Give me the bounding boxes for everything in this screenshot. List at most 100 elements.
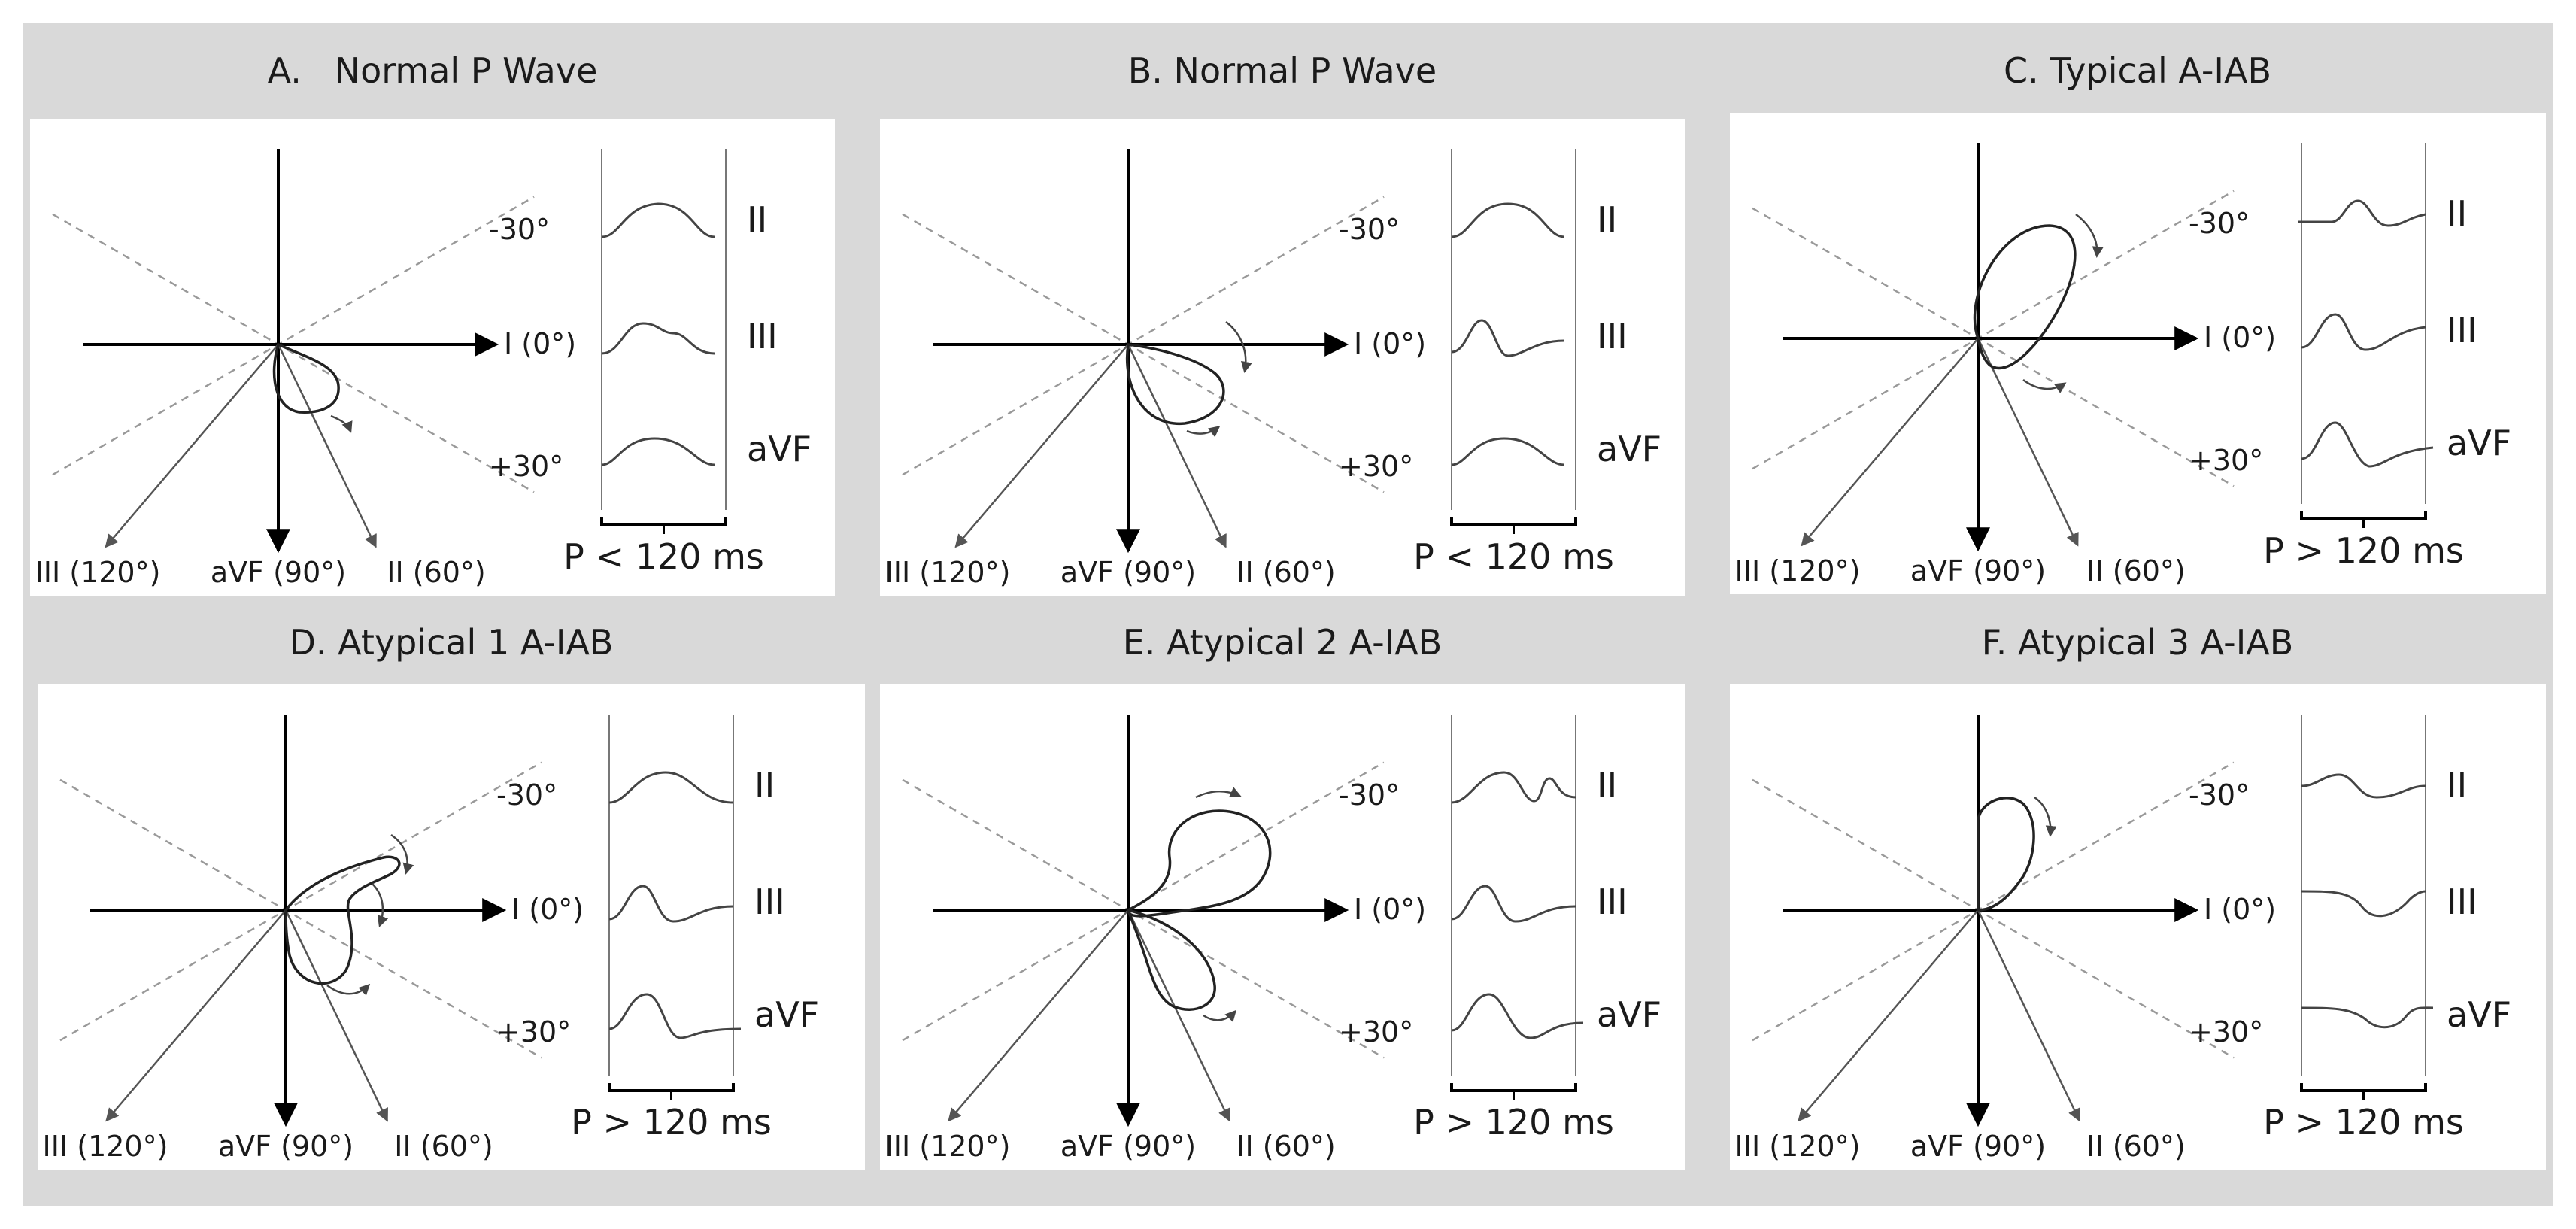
lead-aVF-label: aVF (90°)	[1060, 1130, 1196, 1163]
vector-loop-path	[1973, 224, 2077, 370]
vector-loop-path	[1125, 343, 1225, 425]
dashed-axis-minus30	[1752, 761, 2235, 1042]
figure-background: A. Normal P Wave I (0°) -30° +30° III (120°)…	[23, 23, 2553, 1206]
lead-II-arrow	[1127, 344, 1227, 548]
trace-iii	[608, 885, 734, 923]
p-wave-vector-loop	[1125, 321, 1252, 438]
trace-avf	[608, 993, 742, 1039]
lead-III-label: III (120°)	[43, 1130, 168, 1163]
lead-III-arrow	[954, 344, 1129, 548]
trace-avf	[2301, 1006, 2434, 1029]
panel-title: E. Atypical 2 A-IAB	[1123, 622, 1443, 663]
trace-iii	[1451, 885, 1576, 923]
panel-C: C. Typical A-IAB I (0°) -30° +30° III (120°)…	[1730, 50, 2546, 594]
lead-III-label: III (120°)	[1735, 554, 1861, 587]
dashed-axis-minus30	[52, 196, 535, 476]
panel-background	[1730, 113, 2546, 594]
vector-loop-path	[272, 342, 340, 414]
rotation-arrow	[1186, 426, 1221, 438]
trace-avf	[1451, 993, 1584, 1039]
vector-loop-path	[1977, 797, 2035, 912]
p-duration-label: P > 120 ms	[2263, 530, 2464, 571]
plus30-label: +30°	[489, 450, 563, 483]
panel-background	[38, 684, 865, 1170]
panel-B: B. Normal P Wave I (0°) -30° +30° III (120°)…	[880, 50, 1685, 596]
rotation-arrow	[330, 414, 353, 433]
trace-label-iii: III	[1597, 882, 1628, 922]
trace-iii	[601, 322, 715, 355]
trace-label-iii: III	[2447, 882, 2477, 922]
lead-III-label: III (120°)	[885, 1130, 1011, 1163]
lead-II-label: II (60°)	[1236, 556, 1336, 589]
trace-label-avf: aVF	[1597, 994, 1661, 1035]
lead-II-arrow	[1127, 909, 1231, 1122]
dashed-axis-plus30	[1752, 778, 2235, 1059]
trace-label-iii: III	[1597, 316, 1628, 357]
lead-III-arrow	[105, 909, 287, 1122]
panel-background	[880, 684, 1685, 1170]
panel-title: B. Normal P Wave	[1128, 50, 1437, 91]
panel-F: F. Atypical 3 A-IAB I (0°) -30° +30° III (12…	[1730, 622, 2546, 1170]
trace-label-avf: aVF	[747, 429, 812, 469]
minus30-label: -30°	[1339, 778, 1400, 812]
dashed-axis-minus30	[59, 761, 542, 1042]
panel-title: F. Atypical 3 A-IAB	[1982, 622, 2294, 663]
plus30-label: +30°	[496, 1015, 571, 1048]
rotation-arrow	[326, 983, 371, 996]
lead-III-arrow	[948, 909, 1129, 1122]
trace-label-ii: II	[754, 765, 775, 806]
lead-II-label: II (60°)	[387, 556, 486, 589]
lead-II-arrow	[277, 344, 377, 548]
p-wave-figure: A. Normal P Wave I (0°) -30° +30° III (120°)…	[30, 50, 2546, 1170]
trace-label-avf: aVF	[754, 994, 819, 1035]
p-duration-label: P < 120 ms	[563, 536, 764, 577]
panel-title: D. Atypical 1 A-IAB	[290, 622, 614, 663]
panel-background	[30, 119, 835, 596]
trace-label-iii: III	[747, 316, 778, 357]
panel-title: A. Normal P Wave	[268, 50, 598, 91]
trace-label-ii: II	[2447, 193, 2467, 234]
trace-iii	[2301, 890, 2426, 918]
rotation-arrow	[372, 883, 389, 927]
p-duration-label: P > 120 ms	[1413, 1102, 1614, 1143]
vector-loop-path	[284, 855, 401, 985]
panel-title: C. Typical A-IAB	[2004, 50, 2271, 91]
plus30-label: +30°	[2189, 444, 2263, 477]
rotation-arrow	[1203, 1009, 1237, 1022]
lead-III-arrow	[105, 344, 279, 548]
p-wave-vector-loop	[272, 342, 353, 433]
panel-E: E. Atypical 2 A-IAB I (0°) -30° +30° III (12…	[880, 622, 1685, 1170]
panel-D: D. Atypical 1 A-IAB I (0°) -30° +30° III (12…	[38, 622, 865, 1170]
p-wave-vector-loop	[284, 833, 414, 996]
rotation-arrow	[2075, 214, 2104, 258]
trace-label-ii: II	[2447, 765, 2467, 806]
rotation-arrow	[1195, 787, 1242, 799]
rotation-arrow	[390, 833, 414, 875]
minus30-label: -30°	[1339, 213, 1400, 246]
trace-ii	[1451, 771, 1576, 804]
dashed-axis-plus30	[1752, 207, 2235, 487]
trace-label-ii: II	[1597, 765, 1617, 806]
lead-II-arrow	[1977, 338, 2079, 547]
panel-A: A. Normal P Wave I (0°) -30° +30° III (120°)…	[30, 50, 835, 596]
dashed-axis-minus30	[1752, 190, 2235, 470]
lead-III-arrow	[1801, 338, 1979, 547]
trace-avf	[2301, 421, 2434, 468]
minus30-label: -30°	[496, 778, 557, 812]
p-wave-vector-loop	[1126, 787, 1272, 1022]
trace-ii	[1451, 202, 1565, 238]
trace-ii	[608, 771, 734, 804]
trace-label-ii: II	[747, 199, 767, 240]
p-duration-label: P > 120 ms	[571, 1102, 772, 1143]
lead-I-label: I (0°)	[2204, 893, 2276, 926]
minus30-label: -30°	[2189, 207, 2250, 240]
plus30-label: +30°	[1339, 450, 1413, 483]
p-duration-label: P < 120 ms	[1413, 536, 1614, 577]
dashed-axis-plus30	[52, 213, 535, 493]
panel-background	[880, 119, 1685, 596]
lead-I-label: I (0°)	[2204, 321, 2276, 354]
lead-III-label: III (120°)	[885, 556, 1011, 589]
lead-II-arrow	[1977, 909, 2081, 1122]
lead-aVF-label: aVF (90°)	[1910, 554, 2046, 587]
trace-ii	[2301, 773, 2426, 799]
